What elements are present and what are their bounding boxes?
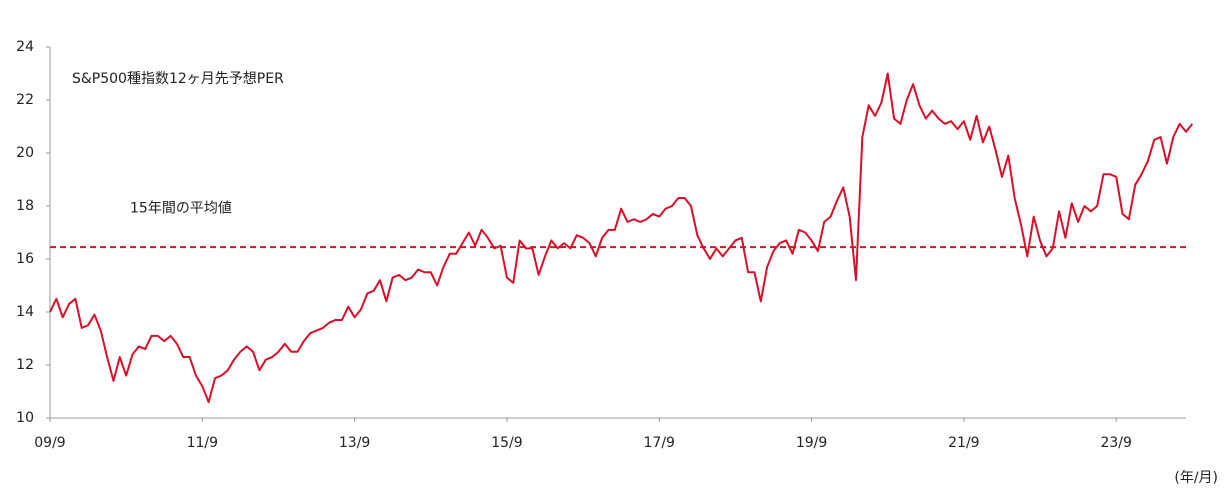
x-tick-label: 15/9 — [491, 435, 522, 451]
y-tick-label: 20 — [16, 145, 34, 161]
x-tick-label: 21/9 — [948, 435, 979, 451]
x-tick-label: 19/9 — [796, 435, 827, 451]
y-tick-label: 14 — [16, 304, 34, 320]
x-tick-label: 09/9 — [34, 435, 65, 451]
x-unit-label: (年/月) — [1174, 470, 1218, 486]
series-label: S&P500種指数12ヶ月先予想PER — [72, 71, 284, 87]
x-tick-label: 11/9 — [187, 435, 218, 451]
data-line — [49, 72, 1194, 404]
y-tick-label: 16 — [16, 251, 34, 267]
average-label: 15年間の平均値 — [130, 201, 232, 217]
x-tick-label: 23/9 — [1100, 435, 1131, 451]
y-tick-label: 18 — [16, 198, 34, 214]
y-tick-label: 10 — [16, 410, 34, 426]
y-tick-label: 22 — [16, 92, 34, 108]
y-tick-label: 24 — [16, 39, 34, 55]
y-tick-label: 12 — [16, 357, 34, 373]
x-tick-label: 17/9 — [644, 435, 675, 451]
x-tick-label: 13/9 — [339, 435, 370, 451]
